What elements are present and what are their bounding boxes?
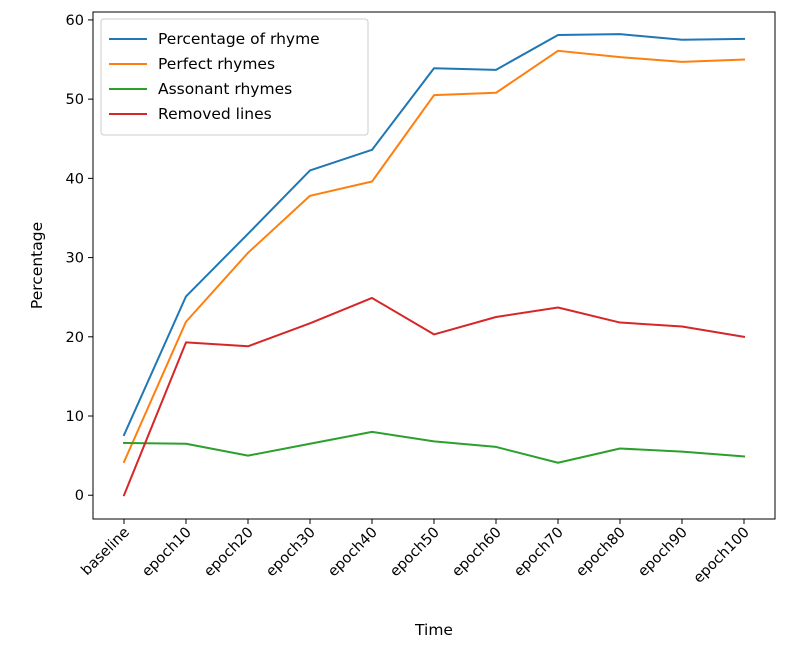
series-line-2 <box>122 430 746 464</box>
legend-label: Percentage of rhyme <box>158 30 320 48</box>
y-tick-label: 20 <box>66 330 84 346</box>
series-line-1 <box>122 49 746 464</box>
series-lines-layer <box>122 33 746 497</box>
legend-label: Assonant rhymes <box>158 80 292 98</box>
legend-box <box>100 18 369 136</box>
y-tick-label: 10 <box>66 409 84 425</box>
legend: Percentage of rhyme Perfect rhymes Assonan… <box>100 18 369 136</box>
plot-frame <box>92 11 776 520</box>
x-axis-title: Time <box>414 621 453 639</box>
y-tick-label: 40 <box>66 171 84 187</box>
series-line-0 <box>122 33 746 437</box>
legend-label: Perfect rhymes <box>158 55 275 73</box>
y-tick-label: 50 <box>66 92 84 108</box>
y-tick-label: 0 <box>75 488 84 504</box>
y-axis-title: Percentage <box>28 222 46 309</box>
series-line-3 <box>122 296 746 497</box>
y-tick-label: 30 <box>66 251 84 267</box>
y-tick-label: 60 <box>66 13 84 29</box>
legend-label: Removed lines <box>158 105 272 123</box>
